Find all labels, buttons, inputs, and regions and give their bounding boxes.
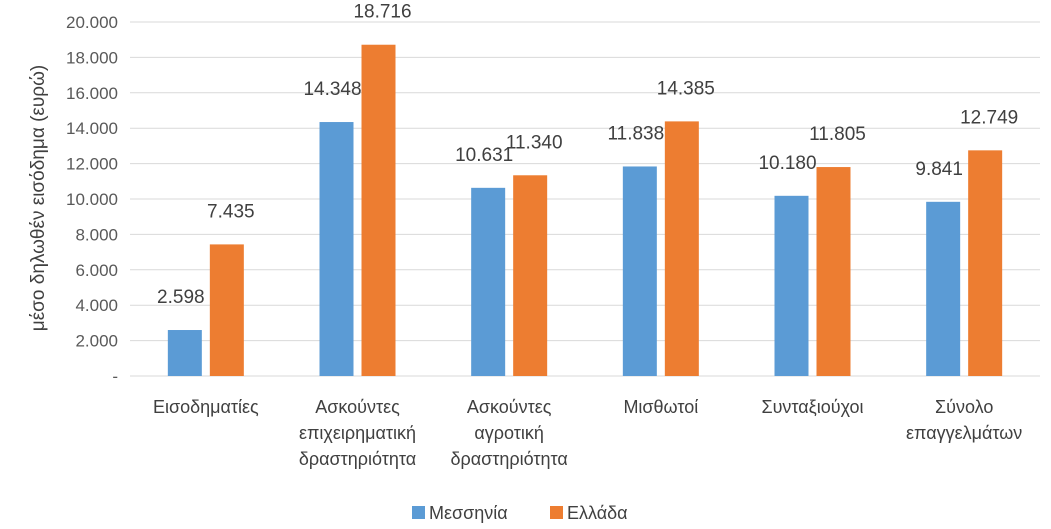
legend-label: Μεσσηνία — [429, 503, 508, 523]
bar — [664, 121, 699, 376]
bar — [167, 330, 202, 376]
bar — [774, 195, 809, 376]
y-tick-label: 10.000 — [66, 190, 118, 209]
x-category-label: Ασκούντες επιχειρηματική δραστηριότητα — [299, 397, 416, 469]
data-label: 7.435 — [207, 201, 255, 222]
y-axis-title: μέσο δηλωθέν εισόδημα (ευρώ) — [28, 65, 49, 332]
y-tick-label: 14.000 — [66, 119, 118, 138]
gridlines — [130, 21, 1040, 377]
x-axis-categories: Εισοδηματίες Ασκούντες επιχειρηματική δραστ… — [153, 397, 1022, 469]
bar — [513, 175, 548, 376]
y-tick-label: 16.000 — [66, 84, 118, 103]
y-tick-label: 6.000 — [75, 261, 118, 280]
x-category-label: Μισθωτοί — [623, 397, 698, 417]
bar — [361, 44, 396, 376]
y-tick-label: 8.000 — [75, 225, 118, 244]
x-category-label: Συνταξιούχοι — [761, 397, 863, 417]
x-category-label: Ασκούντες αγροτική δραστηριότητα — [451, 397, 568, 469]
y-tick-label: 20.000 — [66, 13, 118, 32]
data-label: 14.385 — [657, 78, 715, 99]
data-label: 9.841 — [915, 159, 963, 180]
data-label: 11.838 — [607, 123, 664, 144]
bar — [926, 201, 961, 376]
bar — [209, 244, 244, 376]
y-tick-label: 18.000 — [66, 48, 118, 67]
bar — [622, 166, 657, 376]
data-label: 18.716 — [353, 2, 411, 23]
data-label: 2.598 — [157, 287, 205, 308]
y-tick-label: 12.000 — [66, 155, 118, 174]
data-label: 10.631 — [455, 145, 513, 166]
data-label: 11.340 — [506, 132, 563, 153]
bar — [319, 122, 354, 376]
x-category-label: Σύνολο επαγγελμάτων — [906, 397, 1022, 443]
bar — [968, 150, 1003, 376]
data-label: 10.180 — [758, 153, 816, 174]
legend-swatch — [412, 506, 425, 519]
y-axis-ticks: - 2.000 4.000 6.000 8.000 10.000 12.000 14.000 1… — [66, 13, 118, 386]
y-tick-label: - — [112, 367, 118, 386]
y-tick-label: 2.000 — [75, 332, 118, 351]
x-category-label: Εισοδηματίες — [153, 397, 259, 417]
legend-label: Ελλάδα — [567, 503, 628, 523]
data-label: 12.749 — [960, 107, 1018, 128]
y-tick-label: 4.000 — [75, 296, 118, 315]
data-label: 14.348 — [303, 79, 361, 100]
bar — [471, 187, 506, 376]
legend-swatch — [550, 506, 563, 519]
bar — [816, 167, 851, 376]
legend: Μεσσηνία Ελλάδα — [412, 503, 628, 523]
bars — [167, 44, 1003, 376]
data-label: 11.805 — [809, 124, 866, 145]
